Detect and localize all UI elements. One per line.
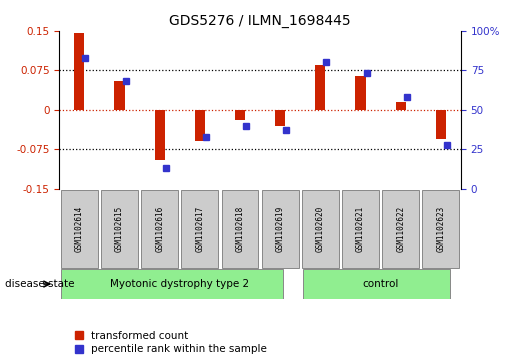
Text: GSM1102622: GSM1102622 bbox=[396, 205, 405, 252]
FancyBboxPatch shape bbox=[141, 189, 178, 268]
FancyBboxPatch shape bbox=[61, 189, 98, 268]
Legend: transformed count, percentile rank within the sample: transformed count, percentile rank withi… bbox=[75, 331, 267, 354]
FancyBboxPatch shape bbox=[101, 189, 138, 268]
FancyBboxPatch shape bbox=[303, 269, 450, 299]
Bar bbox=[396, 102, 406, 110]
FancyBboxPatch shape bbox=[422, 189, 459, 268]
Bar bbox=[436, 110, 446, 139]
Text: GSM1102617: GSM1102617 bbox=[195, 205, 204, 252]
Text: GSM1102619: GSM1102619 bbox=[276, 205, 285, 252]
FancyBboxPatch shape bbox=[302, 189, 339, 268]
Bar bbox=[74, 33, 84, 110]
Text: control: control bbox=[363, 279, 399, 289]
Bar bbox=[355, 76, 366, 110]
Bar bbox=[195, 110, 205, 142]
FancyBboxPatch shape bbox=[262, 189, 299, 268]
FancyBboxPatch shape bbox=[61, 269, 283, 299]
Bar bbox=[275, 110, 285, 126]
Text: GSM1102623: GSM1102623 bbox=[436, 205, 445, 252]
Title: GDS5276 / ILMN_1698445: GDS5276 / ILMN_1698445 bbox=[169, 15, 351, 28]
Text: disease state: disease state bbox=[5, 279, 75, 289]
FancyBboxPatch shape bbox=[382, 189, 419, 268]
Bar bbox=[235, 110, 245, 121]
Bar bbox=[114, 81, 125, 110]
Text: Myotonic dystrophy type 2: Myotonic dystrophy type 2 bbox=[110, 279, 249, 289]
FancyBboxPatch shape bbox=[342, 189, 379, 268]
Text: GSM1102614: GSM1102614 bbox=[75, 205, 84, 252]
FancyBboxPatch shape bbox=[181, 189, 218, 268]
Text: GSM1102620: GSM1102620 bbox=[316, 205, 325, 252]
Text: GSM1102621: GSM1102621 bbox=[356, 205, 365, 252]
Text: GSM1102615: GSM1102615 bbox=[115, 205, 124, 252]
Text: GSM1102618: GSM1102618 bbox=[235, 205, 245, 252]
Bar bbox=[315, 65, 325, 110]
FancyBboxPatch shape bbox=[221, 189, 259, 268]
Bar bbox=[154, 110, 165, 160]
Text: GSM1102616: GSM1102616 bbox=[155, 205, 164, 252]
